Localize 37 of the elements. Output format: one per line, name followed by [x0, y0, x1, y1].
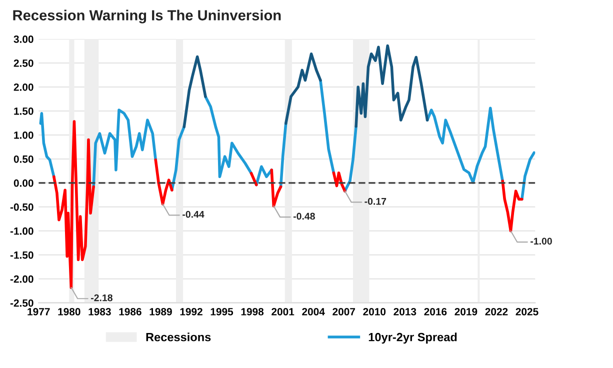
y-tick-label: 0.50 — [14, 155, 34, 163]
x-tick-label: 1986 — [119, 308, 142, 316]
x-tick-label: 2019 — [454, 308, 478, 316]
annotation: -0.44 — [182, 210, 204, 218]
x-tick-label: 1980 — [58, 308, 80, 316]
x-tick-label: 2007 — [332, 308, 355, 316]
x-tick-label: 2016 — [424, 308, 447, 316]
legend-label: 10yr-2yr Spread — [368, 332, 457, 344]
x-tick-label: 2025 — [516, 308, 538, 316]
x-tick-label: 1989 — [150, 308, 172, 316]
y-tick-label: 1.00 — [14, 131, 34, 139]
annotation: -0.17 — [364, 198, 386, 205]
y-tick-label: 0.00 — [14, 179, 34, 187]
x-tick-label: 1995 — [210, 308, 234, 316]
legend-label: Recessions — [146, 332, 211, 342]
y-tick-label: -0.50 — [10, 203, 34, 211]
y-tick-label: 3.00 — [14, 36, 34, 43]
x-tick-label: 1983 — [88, 308, 111, 316]
annotation: -0.48 — [293, 212, 315, 220]
y-tick-label: -2.50 — [10, 299, 34, 307]
x-tick-label: 2022 — [485, 308, 508, 316]
x-tick-label: 2010 — [363, 308, 386, 316]
x-tick-label: 2004 — [302, 308, 325, 316]
y-tick-label: 2.00 — [14, 83, 34, 91]
y-tick-label: -1.50 — [10, 251, 34, 259]
x-tick-label: 1977 — [28, 308, 50, 316]
annotation: -2.18 — [91, 294, 112, 302]
y-tick-label: -2.00 — [10, 275, 34, 283]
x-tick-label: 2001 — [272, 308, 294, 316]
y-tick-label: -1.00 — [10, 227, 34, 235]
chart-title: Recession Warning Is The Uninversion — [13, 10, 281, 24]
y-tick-label: 2.50 — [14, 59, 34, 67]
annotation: -1.00 — [530, 238, 552, 245]
x-tick-label: 1992 — [180, 308, 202, 316]
y-tick-label: 1.50 — [14, 107, 34, 115]
x-tick-label: 1998 — [241, 308, 264, 316]
x-tick-label: 2013 — [394, 308, 416, 316]
